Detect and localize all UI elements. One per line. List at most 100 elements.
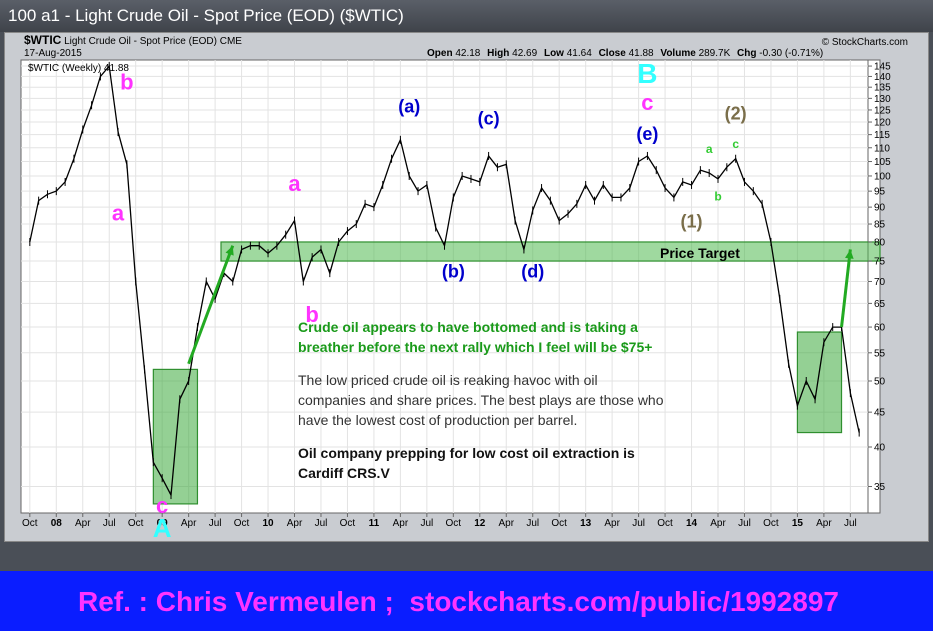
y-tick-label: 55: [874, 348, 886, 359]
price-target-rect: [220, 241, 881, 262]
y-tick-label: 60: [874, 323, 886, 334]
bottom-box-2009-bottom: [152, 368, 199, 505]
volume-label: Volume: [660, 48, 696, 59]
close-label: Close: [599, 48, 627, 59]
x-tick-label: Apr: [181, 518, 197, 529]
annotation-text: Crude oil appears to have bottomed and i…: [298, 319, 664, 481]
annotation-line: have the lowest cost of production per b…: [298, 412, 577, 428]
wave-label: c: [641, 90, 653, 115]
annotation-line: Oil company prepping for low cost oil ex…: [298, 445, 635, 461]
y-tick-label: 135: [874, 83, 891, 94]
series-legend: $WTIC (Weekly) 41.88: [28, 63, 129, 74]
x-tick-label: 14: [686, 518, 698, 529]
y-tick-label: 125: [874, 105, 891, 116]
low-value: 41.64: [567, 48, 592, 59]
bottom-boxes: [152, 331, 843, 505]
x-tick-label: Jul: [103, 518, 116, 529]
wave-label: (d): [521, 261, 544, 281]
header-date: 17-Aug-2015: [24, 48, 82, 59]
annotation-line: companies and share prices. The best pla…: [298, 392, 664, 408]
y-tick-label: 85: [874, 220, 886, 231]
x-tick-label: 10: [262, 518, 274, 529]
bottom-box-2015-bottom: [796, 331, 843, 434]
x-tick-label: Jul: [844, 518, 857, 529]
y-tick-label: 120: [874, 118, 891, 129]
x-tick-label: 15: [792, 518, 804, 529]
y-tick-label: 35: [874, 482, 886, 493]
symbol: $WTIC: [24, 33, 62, 47]
open-value: 42.18: [455, 48, 480, 59]
chg-value: -0.30 (-0.71%): [759, 48, 823, 59]
x-tick-label: Jul: [632, 518, 645, 529]
x-tick-label: Jul: [209, 518, 222, 529]
price-target-band: Price Target: [220, 241, 881, 262]
wave-label: (1): [681, 212, 703, 232]
x-tick-label: Apr: [604, 518, 620, 529]
close-value: 41.88: [629, 48, 654, 59]
x-tick-label: Apr: [816, 518, 832, 529]
x-tick-label: Oct: [340, 518, 356, 529]
y-tick-label: 50: [874, 376, 886, 387]
x-tick-label: Oct: [234, 518, 250, 529]
y-tick-label: 115: [874, 130, 890, 141]
open-label: Open: [427, 48, 453, 59]
y-axis: 3540455055606570758085909510010511011512…: [868, 62, 891, 493]
y-tick-label: 45: [874, 408, 886, 419]
y-tick-label: 105: [874, 157, 891, 168]
y-tick-label: 70: [874, 277, 886, 288]
x-tick-label: Jul: [738, 518, 751, 529]
price-series: [29, 62, 860, 500]
exchange: CME: [220, 36, 243, 47]
x-tick-label: Apr: [498, 518, 514, 529]
wave-label: A: [153, 513, 172, 543]
y-tick-label: 65: [874, 299, 886, 310]
y-tick-label: 140: [874, 72, 891, 83]
wave-label: b: [120, 69, 133, 94]
wave-label: a: [288, 171, 301, 196]
x-tick-label: Oct: [657, 518, 673, 529]
wave-label: (b): [442, 261, 465, 281]
x-tick-label: 08: [51, 518, 63, 529]
annotation-line: Cardiff CRS.V: [298, 465, 390, 481]
y-tick-label: 95: [874, 187, 886, 198]
high-label: High: [487, 48, 509, 59]
chg-label: Chg: [737, 48, 756, 59]
annotation-line: breather before the next rally which I f…: [298, 339, 652, 355]
low-label: Low: [544, 48, 564, 59]
x-axis: Oct 08 Apr Jul Oct 09 Apr Jul Oct 10 Apr Jul Oct 11 Ap…: [22, 513, 857, 529]
x-tick-label: Apr: [287, 518, 303, 529]
wave-label: (e): [636, 124, 658, 144]
wave-label: a: [112, 201, 125, 226]
price-target-label: Price Target: [660, 245, 740, 261]
x-tick-label: 09: [157, 518, 169, 529]
brand: © StockCharts.com: [822, 37, 908, 48]
axis-strip: [867, 59, 881, 514]
annotation-line: Crude oil appears to have bottomed and i…: [298, 319, 638, 335]
x-tick-label: Oct: [22, 518, 38, 529]
x-tick-label: Apr: [75, 518, 91, 529]
y-tick-label: 100: [874, 171, 891, 182]
footer-bar: [0, 571, 933, 631]
x-tick-label: Apr: [393, 518, 409, 529]
wave-label: (2): [725, 104, 747, 124]
wave-label: B: [637, 58, 657, 89]
y-tick-label: 110: [874, 143, 890, 154]
wave-label: (c): [478, 109, 500, 129]
high-value: 42.69: [512, 48, 537, 59]
x-tick-label: Oct: [551, 518, 567, 529]
x-tick-label: Oct: [128, 518, 144, 529]
2009-rally-arrow: [187, 245, 235, 365]
x-tick-label: Oct: [446, 518, 462, 529]
2015-rally-arrow: [840, 249, 852, 328]
header-line-1: $WTIC Light Crude Oil - Spot Price (EOD)…: [24, 33, 242, 47]
wave-label: a: [706, 142, 713, 156]
x-tick-label: Oct: [763, 518, 779, 529]
y-tick-label: 145: [874, 62, 891, 73]
x-tick-label: 11: [369, 518, 380, 529]
y-tick-label: 40: [874, 442, 886, 453]
x-tick-label: 13: [580, 518, 592, 529]
rally-arrows: [187, 245, 854, 365]
2009-rally-arrow-head: [225, 245, 234, 256]
